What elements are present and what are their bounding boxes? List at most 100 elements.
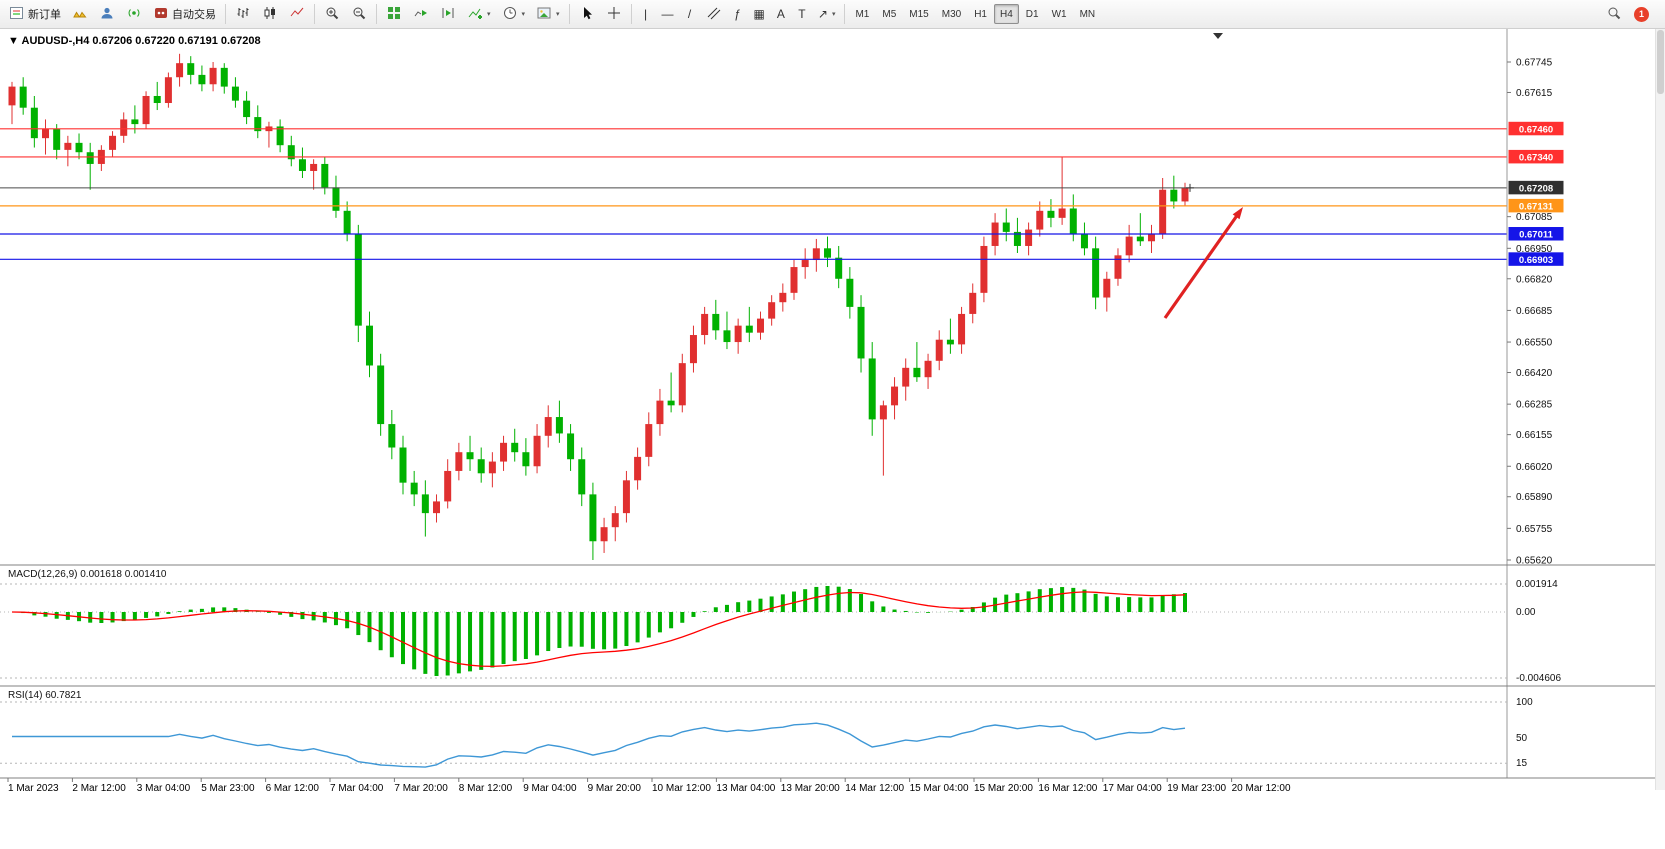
svg-text:0.67011: 0.67011 — [1519, 230, 1554, 241]
user-profile-button[interactable] — [94, 3, 120, 25]
svg-text:6 Mar 12:00: 6 Mar 12:00 — [266, 783, 320, 794]
toolbar-separator — [376, 4, 377, 24]
svg-text:0.65755: 0.65755 — [1516, 524, 1553, 535]
chevron-down-icon: ▾ — [487, 10, 491, 18]
svg-text:0.65620: 0.65620 — [1516, 556, 1553, 567]
cursor-icon — [579, 5, 595, 24]
toolbar-separator — [225, 4, 226, 24]
svg-text:13 Mar 04:00: 13 Mar 04:00 — [716, 783, 775, 794]
svg-text:9 Mar 04:00: 9 Mar 04:00 — [523, 783, 577, 794]
svg-text:8 Mar 12:00: 8 Mar 12:00 — [459, 783, 513, 794]
chart-shift-marker[interactable] — [1213, 33, 1223, 39]
horizontal-line-button[interactable]: — — [657, 3, 679, 25]
svg-text:9 Mar 20:00: 9 Mar 20:00 — [588, 783, 642, 794]
toolbar-separator — [630, 4, 632, 24]
tile-windows-icon — [386, 5, 402, 24]
chart-shift-icon — [440, 5, 456, 24]
zoom-out-icon — [351, 5, 367, 24]
fibonacci-icon: ƒ — [734, 7, 741, 21]
templates-button[interactable]: ▾ — [531, 3, 565, 25]
gold-bars-button[interactable] — [67, 3, 93, 25]
time-axis: 1 Mar 2023 2 Mar 12:00 3 Mar 04:00 5 Mar 23… — [0, 777, 1665, 794]
vertical-scrollbar[interactable] — [1655, 28, 1665, 790]
svg-text:0.67460: 0.67460 — [1519, 124, 1553, 135]
timeframe-d1-button[interactable]: D1 — [1020, 4, 1045, 24]
line-chart-icon — [289, 5, 305, 24]
svg-text:14 Mar 12:00: 14 Mar 12:00 — [845, 783, 904, 794]
shapes-icon: ▦ — [753, 7, 765, 21]
timeframe-mn-button[interactable]: MN — [1074, 4, 1102, 24]
text-button[interactable]: A — [771, 3, 791, 25]
gold-bars-icon — [72, 5, 88, 24]
channel-icon — [706, 5, 722, 24]
main-toolbar: 新订单 自动交易 — [0, 0, 1665, 29]
rsi-panel: RSI(14) 60.7821 100 50 15 — [0, 685, 1665, 769]
arrows-button[interactable]: ↗ ▾ — [813, 3, 841, 25]
timeframe-w1-button[interactable]: W1 — [1046, 4, 1073, 24]
auto-scroll-icon — [413, 5, 429, 24]
hline-objects-layer[interactable] — [0, 128, 1507, 260]
tile-windows-button[interactable] — [381, 3, 407, 25]
timeframe-h1-button[interactable]: H1 — [968, 4, 993, 24]
arrow-annotation[interactable] — [1163, 207, 1243, 319]
timeframe-m30-button[interactable]: M30 — [936, 4, 967, 24]
svg-text:0.67615: 0.67615 — [1516, 88, 1553, 99]
bar-chart-button[interactable] — [230, 3, 256, 25]
rsi-title: RSI(14) 60.7821 — [8, 690, 82, 701]
broadcast-button[interactable] — [121, 3, 147, 25]
trendline-icon: / — [687, 7, 692, 21]
fibonacci-button[interactable]: ƒ — [728, 3, 748, 25]
template-picture-icon — [536, 5, 552, 24]
auto-trading-button[interactable]: 自动交易 — [148, 3, 221, 25]
svg-text:5 Mar 23:00: 5 Mar 23:00 — [201, 783, 255, 794]
line-chart-button[interactable] — [284, 3, 310, 25]
shapes-button[interactable]: ▦ — [749, 3, 770, 25]
price-level-badge: 0.67340 — [1508, 149, 1564, 163]
svg-text:16 Mar 12:00: 16 Mar 12:00 — [1038, 783, 1097, 794]
toolbar-right-tools: 1 — [1601, 3, 1649, 25]
crosshair-icon — [606, 5, 622, 24]
label-button[interactable]: T — [792, 3, 812, 25]
candles-layer — [8, 53, 1189, 560]
svg-text:7 Mar 20:00: 7 Mar 20:00 — [394, 783, 448, 794]
trendline-button[interactable]: / — [680, 3, 700, 25]
search-button[interactable] — [1601, 3, 1627, 25]
svg-text:0.66020: 0.66020 — [1516, 462, 1553, 473]
timeframe-m1-button[interactable]: M1 — [849, 4, 875, 24]
cursor-button[interactable] — [574, 3, 600, 25]
chevron-down-icon: ▾ — [521, 10, 526, 18]
candlestick-chart-button[interactable] — [257, 3, 283, 25]
periods-button[interactable]: ▾ — [497, 3, 531, 25]
chart-canvas[interactable]: ▼ AUDUSD-,H4 0.67206 0.67220 0.67191 0.6… — [0, 28, 1665, 849]
scrollbar-thumb[interactable] — [1657, 30, 1664, 94]
auto-trading-label: 自动交易 — [172, 9, 216, 21]
chart-shift-button[interactable] — [435, 3, 461, 25]
timeframe-m15-button[interactable]: M15 — [903, 4, 934, 24]
chevron-down-icon: ▾ — [556, 10, 560, 18]
svg-text:0.66285: 0.66285 — [1516, 400, 1553, 411]
timeframe-m5-button[interactable]: M5 — [876, 4, 902, 24]
timeframe-h4-button[interactable]: H4 — [993, 4, 1019, 24]
search-icon — [1606, 5, 1622, 24]
svg-text:10 Mar 12:00: 10 Mar 12:00 — [652, 783, 711, 794]
new-order-label: 新订单 — [28, 9, 61, 21]
auto-scroll-button[interactable] — [408, 3, 434, 25]
zoom-in-button[interactable] — [319, 3, 345, 25]
bid-price-line — [0, 183, 1507, 192]
toolbar-separator — [844, 4, 846, 24]
notification-badge[interactable]: 1 — [1634, 6, 1649, 22]
new-order-button[interactable]: 新订单 — [4, 3, 66, 25]
svg-text:0.67208: 0.67208 — [1519, 183, 1553, 194]
svg-text:7 Mar 04:00: 7 Mar 04:00 — [330, 783, 384, 794]
indicators-button[interactable]: ▾ — [462, 3, 496, 25]
svg-text:15: 15 — [1516, 758, 1528, 769]
channel-button[interactable] — [701, 3, 727, 25]
chart-ohlc-header: ▼ AUDUSD-,H4 0.67206 0.67220 0.67191 0.6… — [8, 35, 261, 47]
crosshair-button[interactable] — [601, 3, 627, 25]
svg-text:0.001914: 0.001914 — [1516, 579, 1558, 590]
vertical-line-button[interactable]: | — [636, 3, 656, 25]
svg-text:0.66420: 0.66420 — [1516, 368, 1553, 379]
svg-text:0.66820: 0.66820 — [1516, 274, 1553, 285]
zoom-out-button[interactable] — [346, 3, 372, 25]
svg-text:0.66550: 0.66550 — [1516, 338, 1553, 349]
